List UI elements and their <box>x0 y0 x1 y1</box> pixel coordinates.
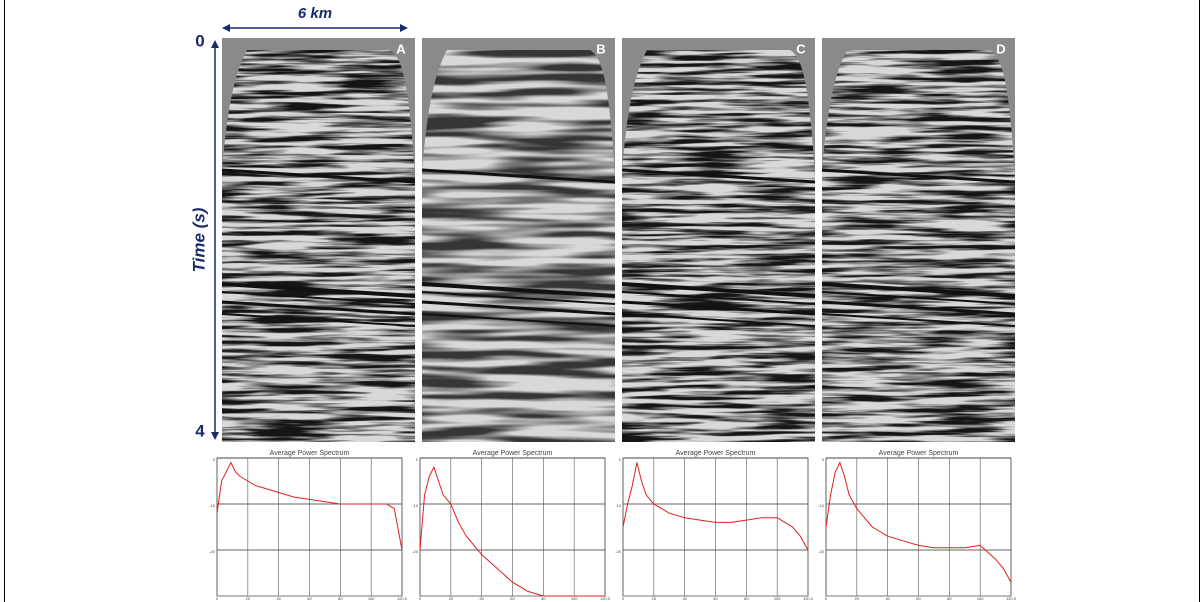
y-tick-label: -10 <box>818 503 825 508</box>
seismic-reflector <box>821 313 1016 327</box>
seismic-reflector <box>421 282 616 298</box>
y-tick-label: -10 <box>615 503 622 508</box>
x-tick-label: 0 <box>216 596 219 601</box>
chart-title: Average Power Spectrum <box>676 450 756 457</box>
seismic-reflector <box>621 300 816 316</box>
seismic-reflector <box>421 291 616 305</box>
distance-label: 6 km <box>298 5 332 22</box>
x-tick-label: 40 <box>885 596 890 601</box>
time-tick-label: 0 <box>195 31 204 50</box>
seismic-mask <box>422 38 615 178</box>
x-tick-label: 120.0 <box>600 596 611 601</box>
spectrum-line <box>419 465 605 597</box>
seismic-texture <box>622 38 815 442</box>
y-tick-label: 0 <box>416 457 419 462</box>
seismic-reflector <box>421 300 616 316</box>
seismic-reflector <box>421 168 616 184</box>
seismic-reflector <box>221 313 416 327</box>
seismic-reflector <box>421 313 616 327</box>
seismic-reflector <box>221 291 416 305</box>
y-tick-label: -10 <box>209 503 216 508</box>
seismic-mask <box>822 38 1015 178</box>
x-tick-label: 20 <box>855 596 860 601</box>
seismic-reflector <box>621 291 816 305</box>
seismic-reflector <box>821 291 1016 305</box>
x-tick-label: 40 <box>276 596 281 601</box>
x-tick-label: 100 <box>977 596 984 601</box>
x-tick-label: 120.0 <box>803 596 814 601</box>
time-tick-label: 4 <box>195 421 205 440</box>
y-tick-label: -20 <box>615 549 622 554</box>
x-tick-label: 100 <box>571 596 578 601</box>
panel-label: D <box>996 41 1005 56</box>
x-tick-label: 80 <box>744 596 749 601</box>
panel-label: A <box>396 41 406 56</box>
seismic-texture <box>222 38 415 442</box>
x-tick-label: 60 <box>713 596 718 601</box>
seismic-reflector <box>221 168 416 184</box>
y-tick-label: -20 <box>818 549 825 554</box>
seismic-mask <box>222 38 415 178</box>
x-tick-label: 60 <box>510 596 515 601</box>
x-tick-label: 120.0 <box>1006 596 1017 601</box>
x-tick-label: 0 <box>419 596 422 601</box>
chart-title: Average Power Spectrum <box>473 450 553 457</box>
y-tick-label: 0 <box>822 457 825 462</box>
y-tick-label: -20 <box>209 549 216 554</box>
seismic-reflector <box>621 168 816 184</box>
x-tick-label: 40 <box>682 596 687 601</box>
x-tick-label: 100 <box>774 596 781 601</box>
y-tick-label: -10 <box>412 503 419 508</box>
panel-label: B <box>596 41 605 56</box>
panel-label: C <box>796 41 806 56</box>
y-tick-label: 0 <box>213 457 216 462</box>
seismic-texture <box>822 38 1015 442</box>
seismic-reflector <box>621 282 816 298</box>
seismic-reflector <box>821 282 1016 298</box>
x-tick-label: 0 <box>622 596 625 601</box>
seismic-reflector <box>221 282 416 298</box>
seismic-reflector <box>821 300 1016 316</box>
spectrum-line <box>622 462 809 551</box>
x-tick-label: 20 <box>246 596 251 601</box>
x-tick-label: 120.0 <box>397 596 408 601</box>
x-tick-label: 60 <box>307 596 312 601</box>
seismic-reflector <box>621 313 816 327</box>
spectrum-line <box>825 461 1012 583</box>
x-tick-label: 60 <box>916 596 921 601</box>
x-tick-label: 80 <box>338 596 343 601</box>
y-tick-label: -20 <box>412 549 419 554</box>
chart-title: Average Power Spectrum <box>270 450 350 457</box>
x-tick-label: 20 <box>652 596 657 601</box>
chart-title: Average Power Spectrum <box>879 450 959 457</box>
x-tick-label: 0 <box>825 596 828 601</box>
spectrum-line <box>216 461 403 551</box>
seismic-texture <box>422 38 615 442</box>
x-tick-label: 40 <box>479 596 484 601</box>
x-tick-label: 20 <box>449 596 454 601</box>
seismic-reflector <box>821 168 1016 184</box>
x-tick-label: 80 <box>541 596 546 601</box>
seismic-reflector <box>221 300 416 316</box>
time-label: Time (s) <box>189 207 208 272</box>
seismic-mask <box>622 38 815 178</box>
x-tick-label: 80 <box>947 596 952 601</box>
y-tick-label: 0 <box>619 457 622 462</box>
x-tick-label: 100 <box>368 596 375 601</box>
